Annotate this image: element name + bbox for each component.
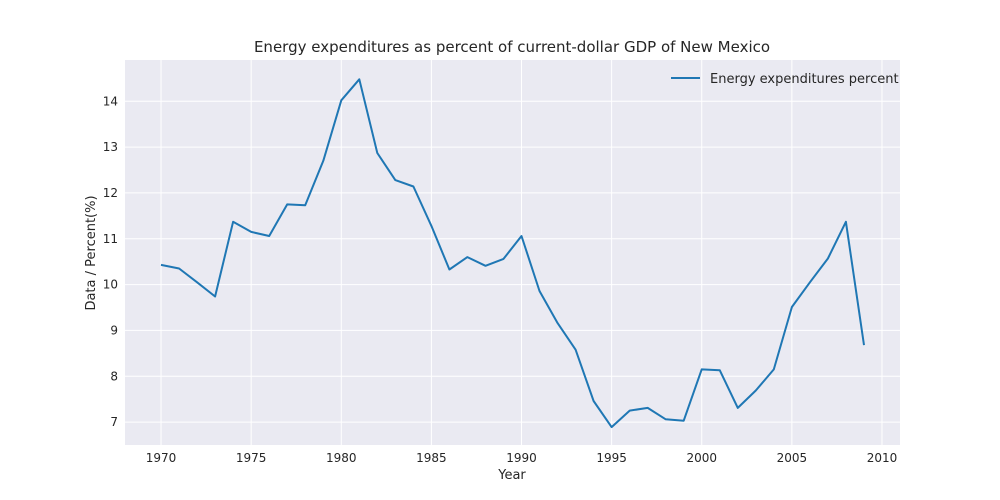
x-tick-label: 1970 bbox=[146, 451, 177, 465]
grid-layer bbox=[125, 60, 900, 445]
x-tick-label: 1995 bbox=[596, 451, 627, 465]
x-tick-label: 2000 bbox=[686, 451, 717, 465]
y-tick-label: 9 bbox=[110, 323, 118, 337]
y-tick-label: 7 bbox=[110, 415, 118, 429]
y-tick-label: 10 bbox=[103, 278, 118, 292]
y-tick-label: 12 bbox=[103, 186, 118, 200]
legend: Energy expenditures percent bbox=[671, 72, 899, 87]
tick-layer: 1970 1975 1980 1985 1990 1995 2000 2005 2010 7 8 9 1… bbox=[103, 94, 898, 465]
legend-label: Energy expenditures percent bbox=[710, 72, 899, 87]
x-axis-title: Year bbox=[497, 468, 526, 483]
plot-area bbox=[125, 60, 900, 445]
chart-title: Energy expenditures as percent of curren… bbox=[254, 38, 770, 56]
x-tick-label: 2010 bbox=[867, 451, 898, 465]
x-tick-label: 1980 bbox=[326, 451, 357, 465]
y-tick-label: 13 bbox=[103, 140, 118, 154]
y-axis-title: Data / Percent(%) bbox=[84, 195, 99, 310]
x-tick-label: 1975 bbox=[236, 451, 267, 465]
y-tick-label: 8 bbox=[110, 369, 118, 383]
x-tick-label: 2005 bbox=[777, 451, 808, 465]
x-tick-label: 1985 bbox=[416, 451, 447, 465]
series-layer bbox=[160, 78, 865, 429]
y-tick-label: 11 bbox=[103, 232, 118, 246]
y-tick-label: 14 bbox=[103, 94, 118, 108]
x-tick-label: 1990 bbox=[506, 451, 537, 465]
series-line bbox=[160, 78, 865, 429]
